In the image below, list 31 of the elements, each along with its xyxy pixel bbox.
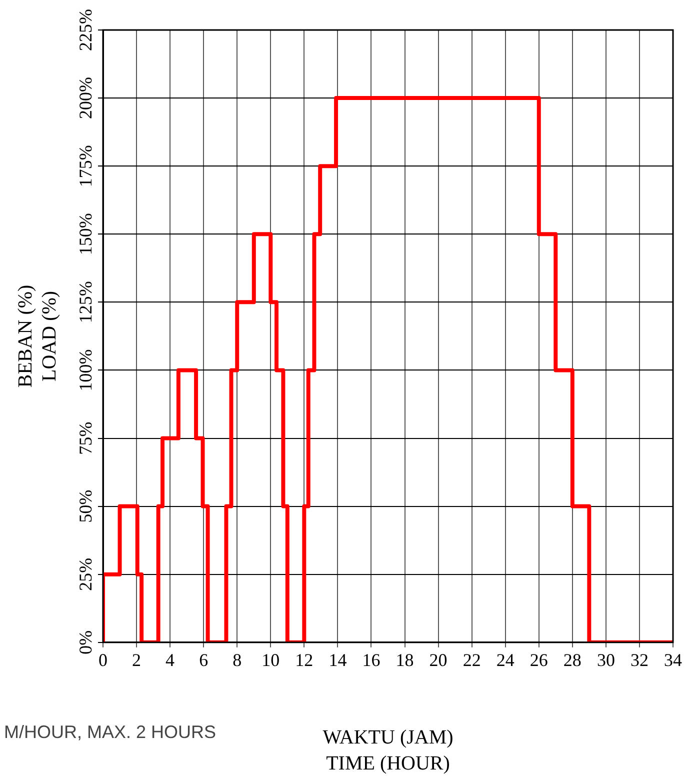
- x-tick-label: 12: [295, 650, 314, 670]
- x-tick-label: 2: [132, 650, 142, 670]
- y-tick-label: 200%: [76, 77, 96, 120]
- x-tick-label: 24: [496, 650, 514, 670]
- y-tick-label: 50%: [76, 490, 96, 523]
- x-tick-label: 20: [429, 650, 448, 670]
- y-tick-label: 100%: [76, 349, 96, 392]
- y-tick-label: 75%: [76, 422, 96, 455]
- y-tick-label: 0%: [76, 630, 96, 654]
- x-tick-label: 32: [630, 650, 648, 670]
- y-tick-label: 25%: [76, 558, 96, 591]
- x-tick-label: 18: [396, 650, 414, 670]
- y-tick-label: 150%: [76, 213, 96, 256]
- y-tick-label: 125%: [76, 281, 96, 324]
- x-tick-label: 16: [362, 650, 380, 670]
- y-tick-label: 225%: [76, 9, 96, 51]
- x-tick-label: 22: [462, 650, 481, 670]
- x-tick-label: 34: [664, 650, 682, 670]
- y-tick-label: 175%: [76, 145, 96, 188]
- x-tick-label: 8: [232, 650, 242, 670]
- x-tick-label: 0: [98, 650, 108, 670]
- text: M/HOUR, MAX. 2 HOURS: [4, 722, 216, 743]
- y-axis-title: BEBAN (%) LOAD (%): [14, 284, 60, 388]
- x-tick-label: 6: [199, 650, 208, 670]
- x-tick-label: 26: [530, 650, 548, 670]
- x-tick-label: 28: [563, 650, 582, 670]
- x-axis-title: WAKTU (JAM) TIME (HOUR): [322, 726, 454, 774]
- x-tick-label: 10: [262, 650, 280, 670]
- x-tick-label: 4: [166, 650, 175, 670]
- x-tick-label: 14: [328, 650, 347, 670]
- x-tick-label: 30: [596, 650, 615, 670]
